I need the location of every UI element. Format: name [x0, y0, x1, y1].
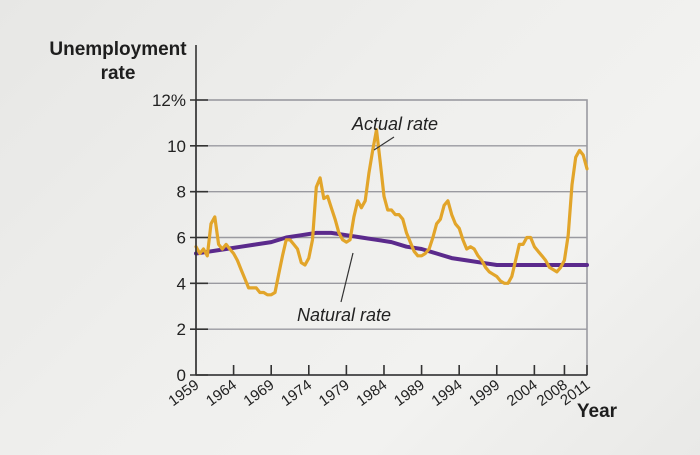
- x-tick-label: 1959: [165, 376, 202, 409]
- y-tick-label: 6: [177, 229, 186, 248]
- x-tick-label: 1999: [466, 376, 503, 409]
- y-axis-title-line2: rate: [101, 63, 136, 84]
- natural-rate-leader: [340, 252, 354, 303]
- y-tick-label: 8: [177, 183, 186, 202]
- y-tick-label: 10: [167, 137, 186, 156]
- x-tick-label: 1979: [316, 376, 353, 409]
- x-tick-label: 1984: [353, 376, 390, 409]
- y-tick-label: 12%: [152, 91, 186, 110]
- actual-rate-line: [194, 128, 589, 297]
- x-tick-label: 2004: [504, 376, 541, 409]
- x-tick-label: 1964: [203, 376, 240, 409]
- natural-rate-label: Natural rate: [297, 305, 391, 325]
- x-tick-label: 1994: [429, 376, 466, 409]
- x-tick-label: 1989: [391, 376, 428, 409]
- y-tick-label: 4: [177, 274, 186, 293]
- series-lines: [194, 128, 589, 297]
- x-tick-label: 1969: [241, 376, 278, 409]
- x-axis-title: Year: [577, 401, 618, 422]
- y-axis-title-line1: Unemployment: [49, 39, 187, 60]
- actual-rate-label: Actual rate: [351, 114, 438, 134]
- x-tick-label: 1974: [278, 376, 315, 409]
- y-tick-label: 2: [177, 320, 186, 339]
- actual-rate-leader: [373, 136, 395, 151]
- natural-rate-line: [194, 230, 589, 267]
- y-tick-label: 0: [177, 366, 186, 385]
